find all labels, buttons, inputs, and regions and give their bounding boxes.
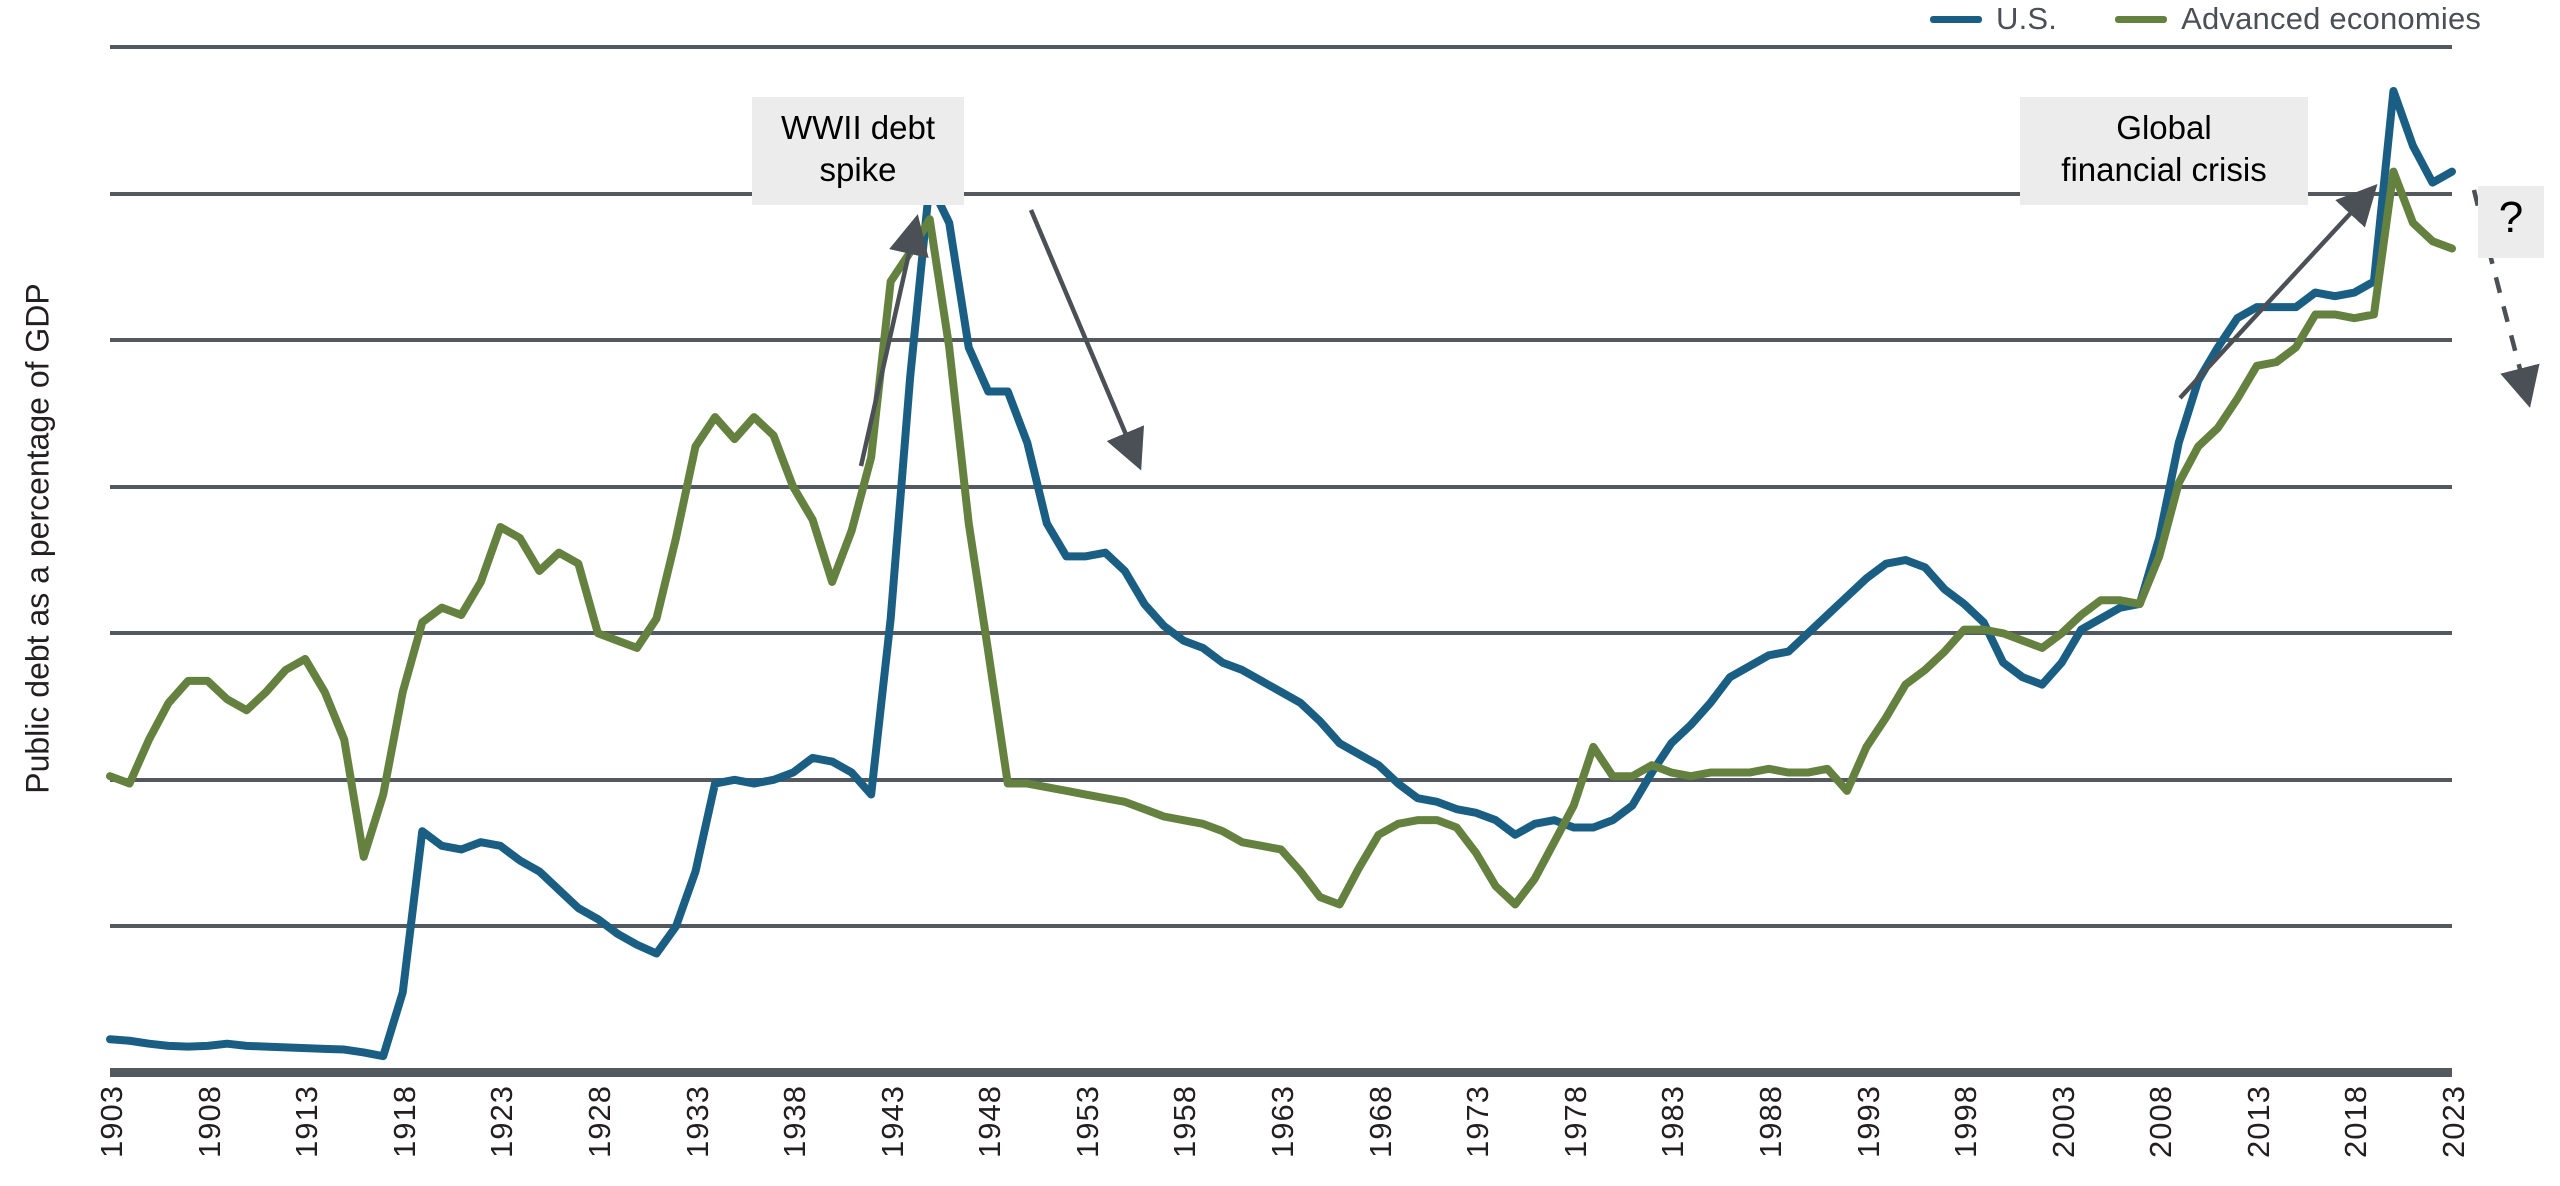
chart-legend: U.S. Advanced economies — [1930, 0, 2481, 38]
x-axis-tick-label: 1913 — [289, 1085, 325, 1158]
legend-label-advanced-economies: Advanced economies — [2181, 1, 2482, 36]
gridline — [110, 45, 2452, 49]
annotation-global-financial-crisis: Global financial crisis — [2020, 97, 2308, 206]
line-swatch-icon — [2115, 15, 2168, 23]
x-axis-tick-label: 1918 — [386, 1085, 422, 1158]
x-axis-tick-label: 1998 — [1948, 1085, 1984, 1158]
annotation-wwii-debt-spike: WWII debt spike — [752, 97, 964, 206]
gridline — [110, 484, 2452, 489]
gridline — [110, 924, 2452, 929]
gridline — [110, 777, 2452, 782]
annotation-future-unknown: ? — [2478, 186, 2544, 259]
x-axis-tick-label: 1943 — [874, 1085, 910, 1158]
x-axis-tick-label: 1928 — [581, 1085, 617, 1158]
x-axis-tick-label: 1923 — [484, 1085, 520, 1158]
x-axis-tick-label: 1953 — [1069, 1085, 1105, 1158]
gridline — [110, 631, 2452, 636]
x-axis-tick-label: 1933 — [679, 1085, 715, 1158]
x-axis-tick-label: 1903 — [94, 1085, 129, 1158]
legend-label-us: U.S. — [1996, 1, 2058, 36]
x-axis-tick-label: 1948 — [972, 1085, 1008, 1158]
x-axis-tick-labels: 1903 1908 1913 1918 1923 1928 1933 1938 1943 1948… — [94, 1085, 2471, 1186]
legend-item-advanced-economies[interactable]: Advanced economies — [2115, 1, 2481, 37]
x-axis-tick-label: 1978 — [1557, 1085, 1593, 1158]
line-swatch-icon — [1930, 15, 1982, 23]
x-axis-tick-label: 1993 — [1850, 1085, 1886, 1158]
x-axis-tick-label: 1963 — [1265, 1085, 1300, 1158]
x-axis-tick-label: 1958 — [1167, 1085, 1203, 1158]
legend-item-us[interactable]: U.S. — [1930, 1, 2057, 37]
x-axis-tick-label: 1938 — [777, 1085, 813, 1158]
y-axis-title: Public debt as a percentage of GDP — [19, 283, 56, 794]
x-axis-tick-label: 2003 — [2045, 1085, 2081, 1158]
x-axis-tick-label: 1983 — [1655, 1085, 1691, 1158]
x-axis-tick-label: 1988 — [1752, 1085, 1788, 1158]
x-axis-tick-label: 2013 — [2240, 1085, 2276, 1158]
x-axis-tick-label: 1968 — [1362, 1085, 1398, 1158]
x-axis-baseline — [110, 1068, 2452, 1077]
x-axis-tick-label: 1973 — [1460, 1085, 1496, 1158]
x-axis-tick-label: 2018 — [2338, 1085, 2374, 1158]
x-axis-tick-label: 1908 — [191, 1085, 227, 1158]
gridline — [110, 338, 2452, 343]
x-axis-tick-label: 2008 — [2143, 1085, 2179, 1158]
x-axis-tick-label: 2023 — [2436, 1085, 2471, 1158]
